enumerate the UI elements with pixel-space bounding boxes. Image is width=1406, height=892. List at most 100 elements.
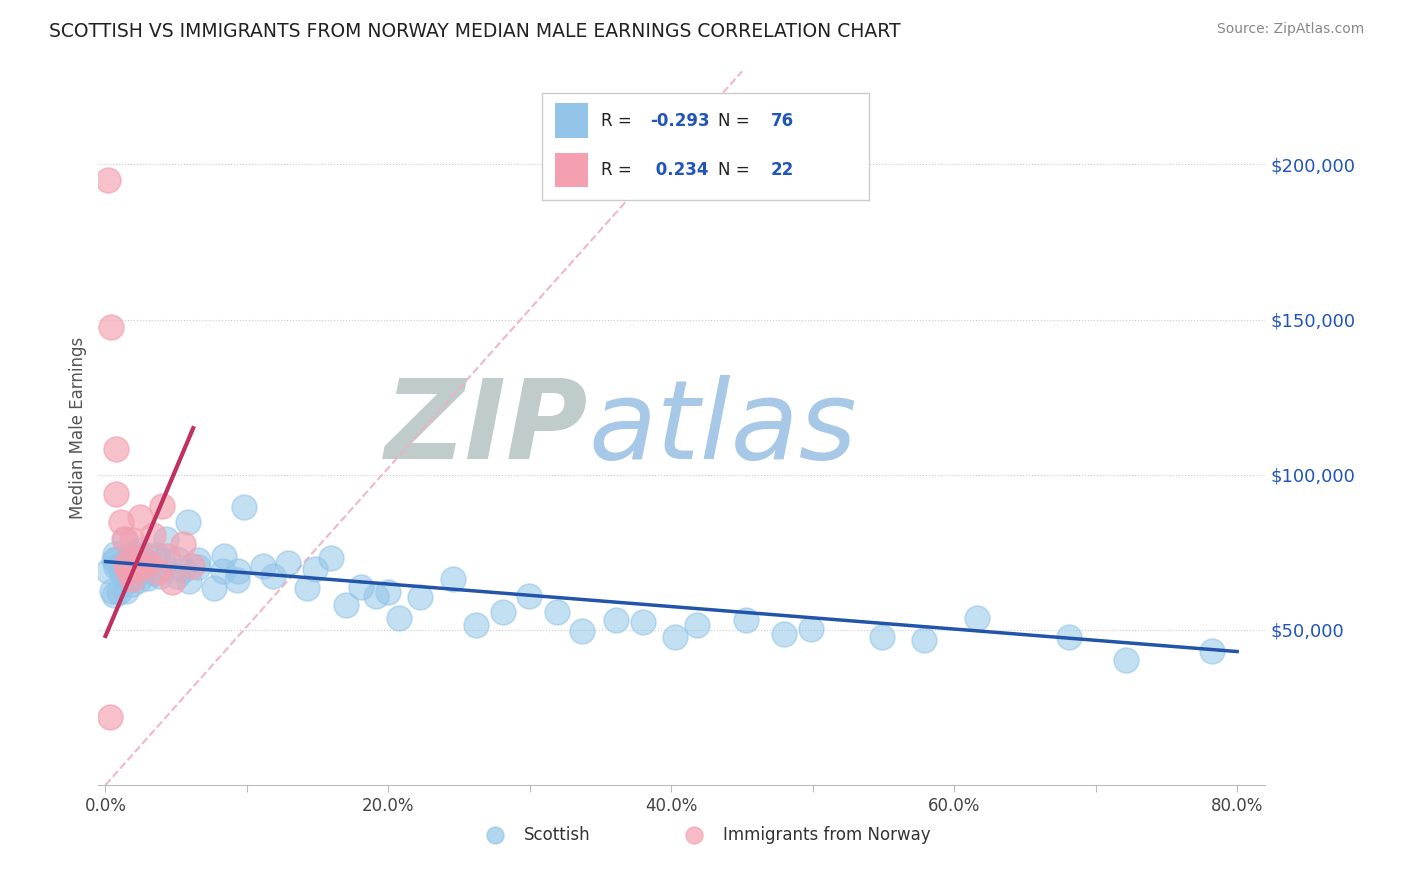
Point (408, 590, 430, 604)
Point (110, 558, 132, 572)
Point (115, 556, 138, 570)
Point (108, 560, 131, 574)
Point (441, 573, 464, 587)
Point (162, 575, 184, 590)
Point (121, 577, 143, 591)
Point (295, 581, 318, 595)
Point (104, 547, 127, 561)
Point (166, 552, 188, 566)
Point (142, 527, 165, 541)
Point (388, 610, 411, 624)
Point (800, 622, 823, 636)
Point (252, 559, 274, 574)
Text: ZIP: ZIP (385, 375, 589, 482)
Point (145, 548, 167, 562)
Text: SCOTTISH VS IMMIGRANTS FROM NORWAY MEDIAN MALE EARNINGS CORRELATION CHART: SCOTTISH VS IMMIGRANTS FROM NORWAY MEDIA… (49, 22, 901, 41)
Point (177, 515, 200, 529)
Point (128, 573, 150, 587)
Point (138, 571, 160, 585)
Point (870, 630, 893, 644)
Point (114, 583, 136, 598)
Point (212, 564, 235, 578)
Point (966, 611, 988, 625)
Point (571, 624, 593, 638)
Point (912, 632, 935, 647)
Point (172, 563, 194, 577)
Point (1201, 644, 1223, 658)
Point (114, 532, 136, 546)
Point (131, 550, 153, 565)
Point (187, 553, 209, 567)
Point (149, 569, 172, 583)
Point (177, 574, 200, 588)
Point (131, 557, 153, 571)
Point (226, 565, 249, 579)
Y-axis label: Median Male Earnings: Median Male Earnings (69, 337, 87, 519)
Point (104, 487, 127, 501)
Point (350, 580, 373, 594)
Point (142, 566, 165, 580)
Point (122, 571, 145, 585)
Point (118, 573, 141, 587)
Point (366, 590, 388, 604)
Point (110, 515, 132, 529)
Point (319, 551, 342, 566)
Point (1115, 653, 1137, 667)
Point (98, 709, 121, 723)
Text: atlas: atlas (589, 375, 858, 482)
Point (135, 548, 157, 562)
Point (97, 173, 120, 187)
Point (103, 553, 125, 567)
Point (118, 565, 141, 579)
Point (685, 618, 707, 632)
Point (129, 509, 152, 524)
Point (117, 550, 139, 565)
Point (735, 613, 758, 627)
Point (232, 500, 254, 514)
Point (115, 559, 138, 574)
Point (132, 563, 155, 577)
Point (166, 568, 188, 582)
Point (101, 584, 124, 599)
Point (772, 627, 794, 641)
Point (605, 614, 627, 628)
Point (202, 581, 225, 595)
Point (156, 549, 179, 564)
Point (172, 537, 194, 551)
Point (304, 562, 326, 576)
Point (335, 598, 357, 612)
Point (105, 560, 128, 574)
Point (111, 566, 134, 581)
Point (124, 547, 146, 561)
Point (100, 320, 122, 334)
Point (121, 572, 143, 586)
Point (180, 559, 202, 574)
Point (187, 560, 209, 574)
Point (277, 556, 299, 570)
Point (464, 618, 486, 632)
Point (121, 533, 143, 548)
Point (377, 585, 399, 599)
Point (546, 605, 568, 619)
Point (631, 615, 654, 630)
Point (103, 588, 125, 602)
Point (105, 442, 128, 456)
Point (127, 544, 149, 558)
Point (112, 532, 135, 546)
Point (136, 556, 159, 570)
Point (664, 630, 686, 644)
Point (150, 499, 173, 513)
Point (225, 573, 247, 587)
Point (146, 566, 169, 580)
Point (108, 585, 131, 599)
Point (517, 590, 540, 604)
Point (125, 563, 148, 577)
Point (129, 560, 152, 574)
Point (120, 553, 142, 567)
Point (114, 559, 136, 574)
Point (150, 553, 173, 567)
Point (212, 549, 235, 563)
Point (104, 551, 127, 566)
Point (492, 605, 515, 619)
Point (262, 569, 284, 583)
